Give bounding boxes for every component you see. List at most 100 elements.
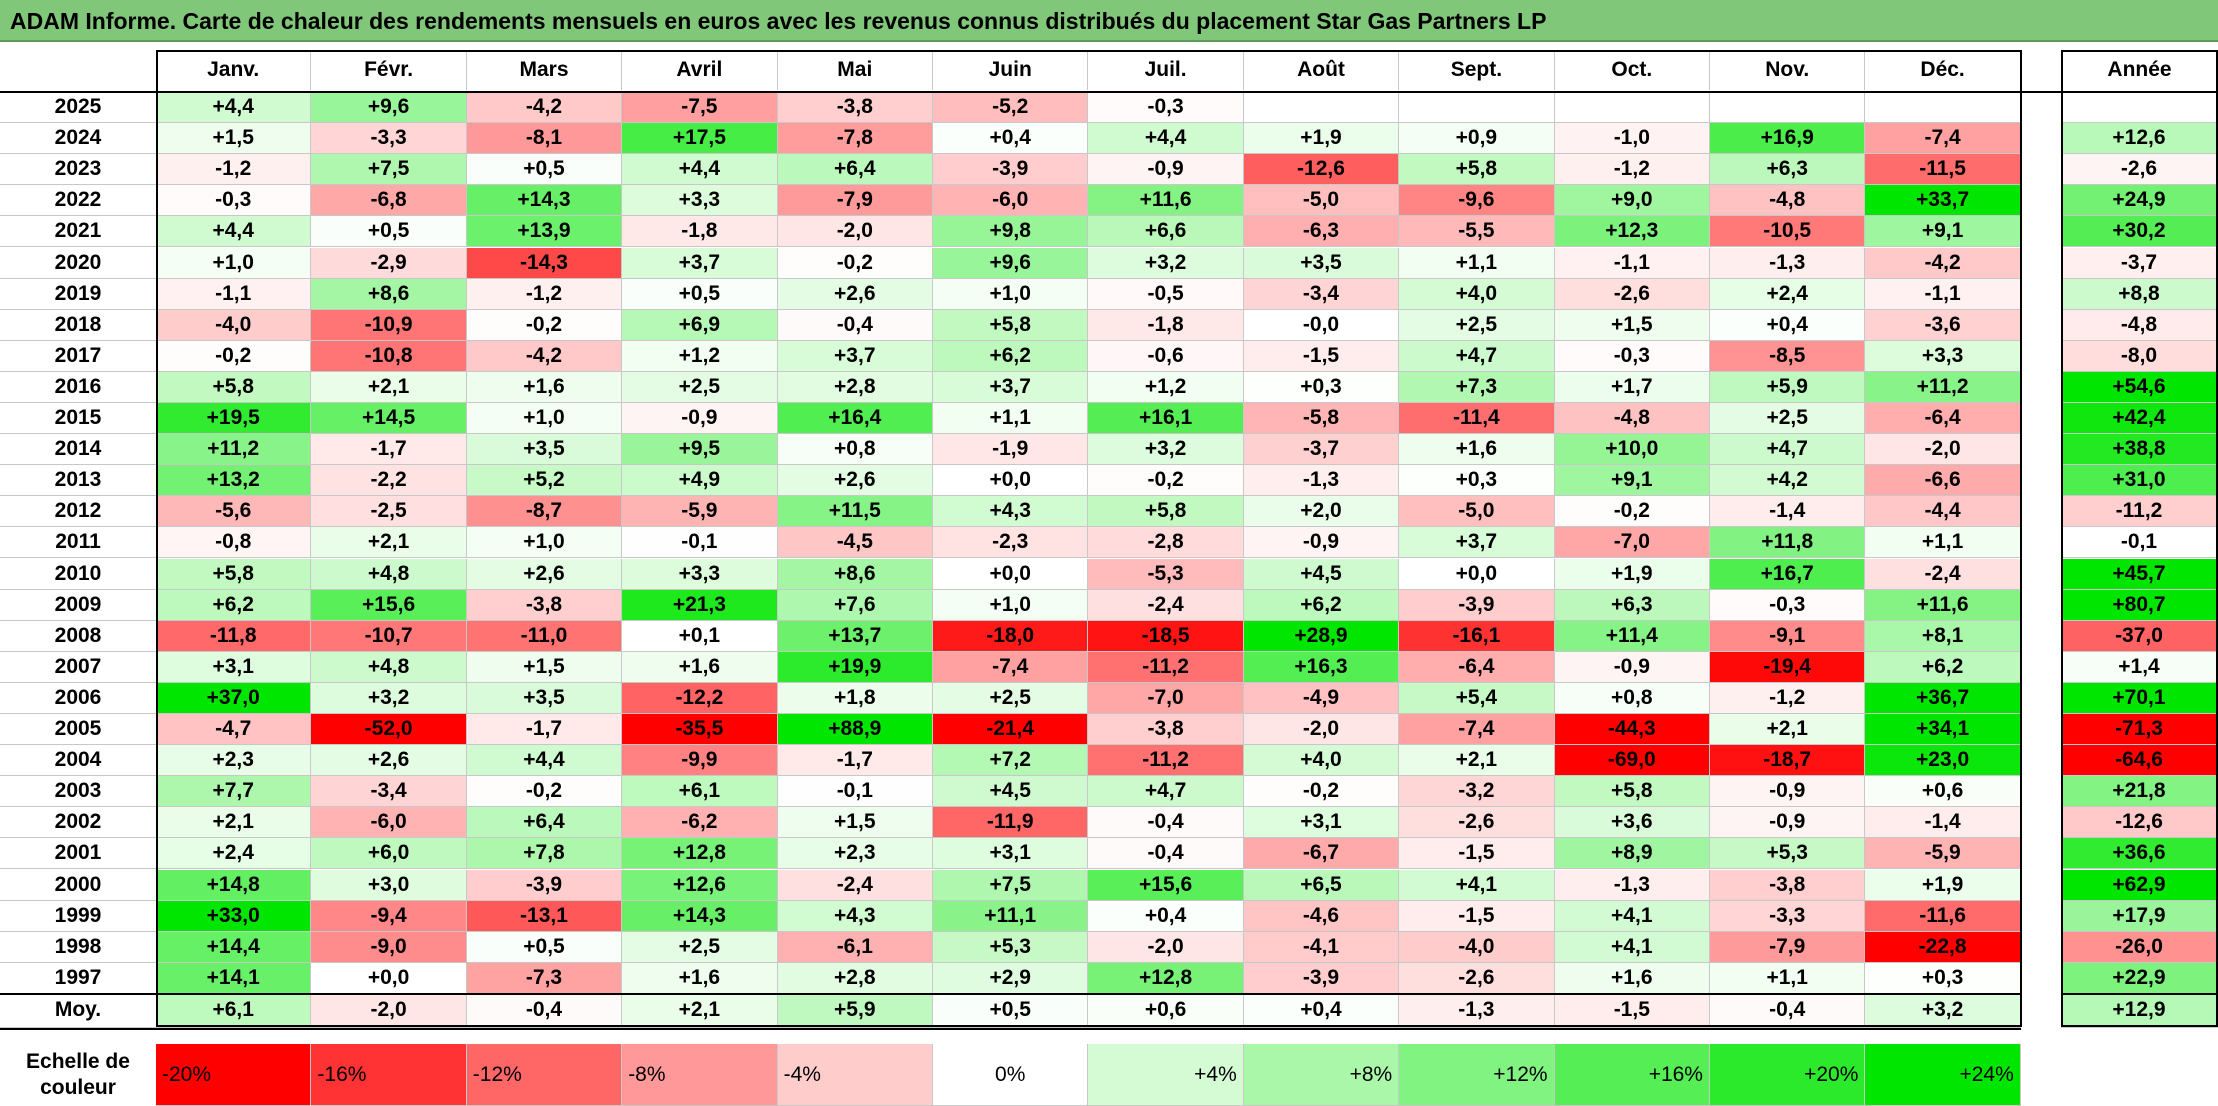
- heatmap-cell: +0,4: [1710, 309, 1866, 341]
- year-label: 2017: [0, 340, 156, 372]
- heatmap-cell: +1,6: [622, 651, 778, 683]
- heatmap-cell: +3,6: [1554, 807, 1710, 839]
- heatmap-cell: +5,8: [933, 309, 1089, 341]
- heatmap-cell: +6,2: [1865, 651, 2021, 683]
- table-bottom-line: [0, 1027, 2021, 1030]
- heatmap-cell: -2,4: [1865, 558, 2021, 590]
- heatmap-cell: +6,4: [466, 807, 623, 839]
- heatmap-cell: +21,3: [622, 589, 778, 621]
- heatmap-cell: +4,7: [1710, 434, 1866, 466]
- average-cell: -1,3: [1399, 993, 1555, 1028]
- year-label: 2023: [0, 154, 156, 186]
- heatmap-cell: -0,6: [1088, 340, 1244, 372]
- color-scale-swatch: 0%: [933, 1044, 1089, 1106]
- heatmap-cell: +2,8: [777, 371, 933, 403]
- heatmap-cell: -44,3: [1554, 714, 1710, 746]
- heatmap-cell: +1,0: [933, 278, 1089, 310]
- heatmap-cell: -52,0: [311, 714, 467, 746]
- heatmap-cell: -1,8: [1088, 309, 1244, 341]
- annual-cell: -12,6: [2061, 807, 2218, 839]
- heatmap-cell: -3,9: [933, 154, 1089, 186]
- heatmap-cell: +88,9: [777, 714, 933, 746]
- heatmap-cell: -2,0: [1088, 931, 1244, 963]
- heatmap-cell: -2,0: [1243, 714, 1400, 746]
- year-label: 2016: [0, 371, 156, 403]
- heatmap-cell: +9,8: [933, 216, 1089, 248]
- heatmap-cell: -1,7: [777, 745, 933, 777]
- heatmap-cell: -3,9: [1399, 589, 1555, 621]
- heatmap-cell: +11,6: [1088, 185, 1244, 217]
- heatmap-cell: -1,5: [1399, 900, 1555, 932]
- heatmap-cell: +13,7: [777, 620, 933, 652]
- heatmap-cell: -22,8: [1865, 931, 2021, 963]
- annual-cell: -8,0: [2061, 340, 2218, 372]
- heatmap-cell: +1,9: [1865, 869, 2021, 901]
- heatmap-cell: -1,1: [1865, 278, 2021, 310]
- heatmap-cell: +1,5: [1554, 309, 1710, 341]
- heatmap-cell: +1,9: [1243, 123, 1400, 155]
- heatmap-cell: +14,4: [156, 931, 312, 963]
- heatmap-cell: -16,1: [1399, 620, 1555, 652]
- heatmap-cell: +1,6: [622, 962, 778, 994]
- heatmap-cell: +1,5: [777, 807, 933, 839]
- heatmap-cell: -9,4: [311, 900, 467, 932]
- heatmap-cell: -4,2: [466, 340, 623, 372]
- heatmap-cell: +14,3: [466, 185, 623, 217]
- heatmap-cell: -0,0: [1243, 309, 1400, 341]
- heatmap-cell: +7,7: [156, 776, 312, 808]
- heatmap-cell: -8,1: [466, 123, 623, 155]
- heatmap-cell: +4,5: [1243, 558, 1400, 590]
- month-header: Janv.: [156, 50, 312, 90]
- annual-cell: -0,1: [2061, 527, 2218, 559]
- heatmap-cell: -0,8: [156, 527, 312, 559]
- heatmap-cell: +0,0: [933, 558, 1089, 590]
- average-separator: [0, 992, 2021, 995]
- heatmap-cell: +34,1: [1865, 714, 2021, 746]
- color-scale-swatch: +20%: [1710, 1044, 1866, 1106]
- year-label: 2000: [0, 869, 156, 901]
- heatmap-cell: +14,3: [622, 900, 778, 932]
- heatmap-cell: +16,1: [1088, 403, 1244, 435]
- heatmap-cell: +1,0: [156, 247, 312, 279]
- heatmap-cell: -0,2: [1088, 465, 1244, 497]
- year-label: 1999: [0, 900, 156, 932]
- heatmap-grid: Janv. Févr. Mars Avril Mai Juin Juil. Août Sept.…: [0, 42, 2218, 1106]
- color-scale-swatch: -8%: [622, 1044, 778, 1106]
- heatmap-cell: +15,6: [1088, 869, 1244, 901]
- heatmap-cell: +4,1: [1554, 900, 1710, 932]
- average-cell: -0,4: [466, 993, 623, 1028]
- heatmap-cell: +0,1: [622, 620, 778, 652]
- heatmap-cell: +19,5: [156, 403, 312, 435]
- heatmap-cell: +1,5: [466, 651, 623, 683]
- heatmap-cell: -14,3: [466, 247, 623, 279]
- month-header: Févr.: [311, 50, 467, 90]
- heatmap-cell: -8,5: [1710, 340, 1866, 372]
- heatmap-cell: +9,5: [622, 434, 778, 466]
- year-label: 2005: [0, 714, 156, 746]
- heatmap-cell: +3,1: [1243, 807, 1400, 839]
- color-scale-swatch: +16%: [1554, 1044, 1710, 1106]
- heatmap-cell: -7,8: [777, 123, 933, 155]
- heatmap-cell: +3,3: [622, 558, 778, 590]
- heatmap-cell: -11,8: [156, 620, 312, 652]
- heatmap-cell: +4,0: [1243, 745, 1400, 777]
- heatmap-cell: +9,0: [1554, 185, 1710, 217]
- average-cell: -0,4: [1710, 993, 1866, 1028]
- year-label: 2015: [0, 403, 156, 435]
- heatmap-cell: +3,3: [622, 185, 778, 217]
- heatmap-cell: +5,8: [1554, 776, 1710, 808]
- annual-cell: +21,8: [2061, 776, 2218, 808]
- year-label: 2025: [0, 92, 156, 124]
- heatmap-cell: -2,8: [1088, 527, 1244, 559]
- heatmap-cell: -4,2: [466, 92, 623, 124]
- heatmap-cell: +11,2: [1865, 371, 2021, 403]
- year-label: 2009: [0, 589, 156, 621]
- year-label: 1997: [0, 962, 156, 994]
- heatmap-cell: +16,3: [1243, 651, 1400, 683]
- heatmap-cell: -12,2: [622, 682, 778, 714]
- year-label: 2019: [0, 278, 156, 310]
- header-separator: [0, 91, 2218, 93]
- heatmap-cell: -7,9: [1710, 931, 1866, 963]
- heatmap-cell: +2,1: [1710, 714, 1866, 746]
- heatmap-cell: -3,3: [1710, 900, 1866, 932]
